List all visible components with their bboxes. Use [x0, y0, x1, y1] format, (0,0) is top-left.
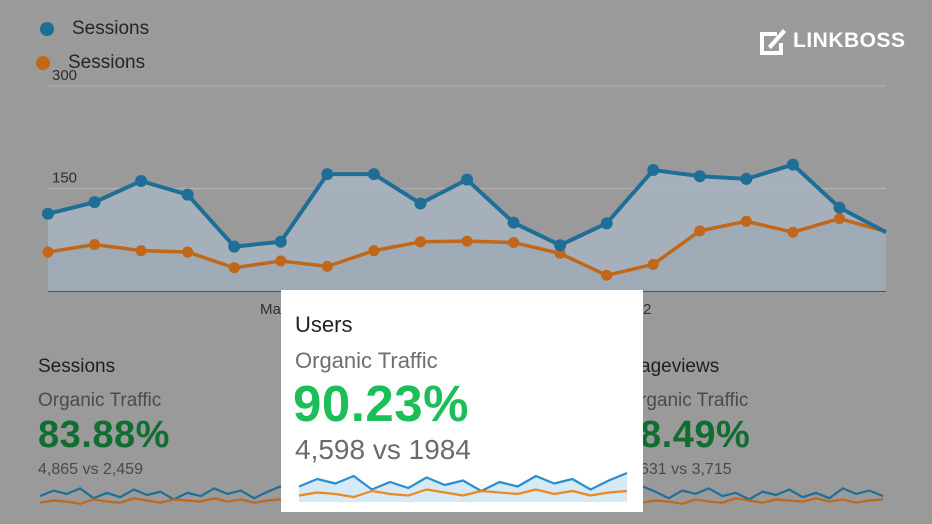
x-tick-label: 2 [643, 301, 651, 318]
sessions-line-chart: 300 150 Ma 2 [42, 67, 887, 318]
linkboss-logo-icon [760, 29, 786, 55]
legend-item-sessions-blue[interactable]: Sessions [40, 12, 149, 46]
data-point[interactable] [135, 174, 148, 187]
data-point[interactable] [321, 168, 334, 181]
data-point[interactable] [833, 201, 846, 214]
data-point[interactable] [508, 236, 520, 248]
popup-title: Users [295, 312, 353, 337]
popup-percent: 90.23% [293, 375, 469, 432]
data-point[interactable] [740, 215, 752, 227]
brand-name: LINKBOSS [793, 29, 906, 52]
data-point[interactable] [601, 269, 613, 281]
pageviews-sparkline [641, 485, 884, 505]
card-comparison: 4,865 vs 2,459 [38, 461, 143, 478]
sparkline-series-b [641, 497, 884, 505]
users-card-highlight[interactable]: Users Organic Traffic 90.23% 4,598 vs 19… [281, 290, 643, 512]
y-tick-label: 150 [52, 170, 77, 187]
data-point[interactable] [694, 225, 706, 237]
data-point[interactable] [274, 235, 287, 248]
y-tick-label: 300 [52, 67, 77, 84]
pageviews-card[interactable]: ageviews rganic Traffic 8.49% 631 vs 3,7… [640, 356, 750, 479]
data-point[interactable] [507, 216, 520, 229]
data-point[interactable] [554, 239, 567, 252]
data-point[interactable] [135, 245, 147, 257]
data-point[interactable] [693, 170, 706, 183]
brand-logo: LINKBOSS [757, 26, 906, 56]
card-percent: 8.49% [640, 414, 751, 456]
sparkline-series-a [641, 485, 884, 501]
data-point[interactable] [88, 196, 101, 209]
sessions-card[interactable]: Sessions Organic Traffic 83.88% 4,865 vs… [38, 356, 170, 479]
data-point[interactable] [414, 236, 426, 248]
data-point[interactable] [42, 207, 54, 220]
legend-swatch-blue [40, 22, 54, 36]
card-comparison: 631 vs 3,715 [640, 461, 732, 478]
data-point[interactable] [181, 188, 194, 201]
data-point[interactable] [647, 164, 660, 177]
data-point[interactable] [275, 255, 287, 267]
series-area-fill-secondary [48, 218, 886, 291]
sparkline-series-b [298, 488, 628, 499]
data-point[interactable] [600, 217, 613, 230]
card-subtitle: rganic Traffic [640, 390, 749, 411]
popup-comparison: 4,598 vs 1984 [295, 434, 471, 465]
legend-swatch-orange [36, 56, 50, 70]
data-point[interactable] [786, 158, 799, 171]
card-title: ageviews [640, 356, 720, 377]
legend-label: Sessions [68, 52, 146, 73]
data-point[interactable] [368, 245, 380, 257]
sparkline-series-a [39, 485, 282, 501]
sparkline-series-b [39, 497, 282, 505]
data-point[interactable] [554, 247, 566, 259]
users-sparkline [298, 471, 628, 502]
data-point[interactable] [228, 240, 241, 253]
legend-item-sessions-orange[interactable]: Sessions [36, 46, 149, 80]
data-point[interactable] [740, 172, 753, 185]
data-point[interactable] [42, 246, 54, 258]
x-tick-label: Ma [260, 301, 281, 318]
sessions-sparkline [39, 485, 282, 505]
data-point[interactable] [321, 260, 333, 272]
chart-legend: Sessions Sessions [36, 12, 149, 80]
card-title: Sessions [38, 356, 116, 377]
data-point[interactable] [414, 197, 427, 210]
data-point[interactable] [647, 258, 659, 270]
card-percent: 83.88% [38, 414, 170, 456]
data-point[interactable] [182, 246, 194, 258]
data-point[interactable] [461, 173, 473, 186]
legend-label: Sessions [72, 18, 150, 39]
data-point[interactable] [89, 239, 101, 251]
data-point[interactable] [787, 226, 799, 238]
sparkline-series-a [298, 471, 628, 493]
card-subtitle: Organic Traffic [38, 390, 162, 411]
popup-subtitle: Organic Traffic [295, 348, 438, 373]
data-point[interactable] [461, 235, 473, 247]
data-point[interactable] [367, 168, 380, 181]
data-point[interactable] [833, 213, 845, 225]
data-point[interactable] [228, 262, 240, 274]
